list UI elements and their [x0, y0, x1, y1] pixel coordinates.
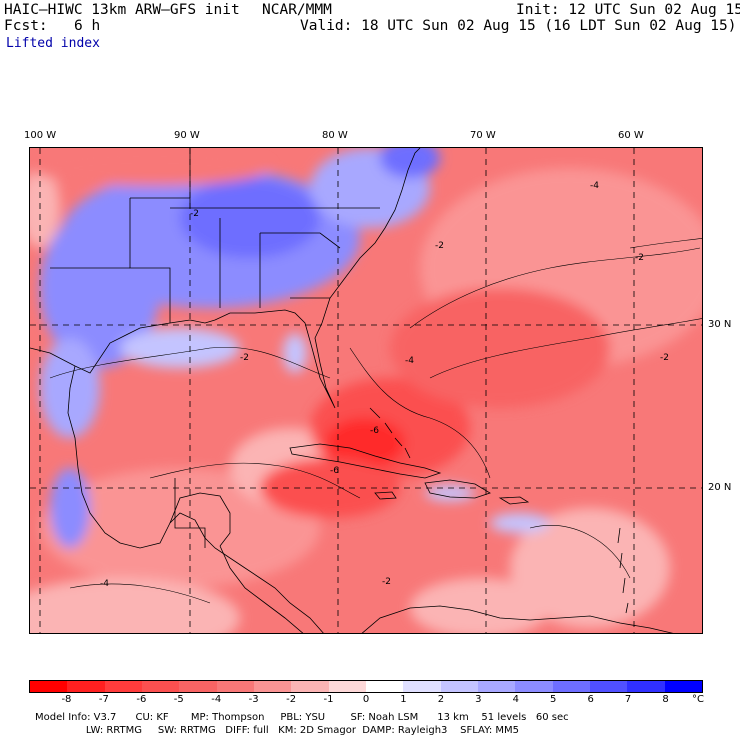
colorbar-swatch: [104, 681, 142, 692]
colorbar-swatch: [30, 681, 68, 692]
colorbar-tick-label: 8: [662, 694, 669, 705]
model-title: HAIC–HIWC 13km ARW–GFS init: [4, 2, 240, 18]
colorbar-tick-label: -1: [323, 694, 334, 705]
colorbar-swatch: [664, 681, 702, 692]
colorbar: [29, 680, 703, 693]
colorbar-swatch: [179, 681, 217, 692]
colorbar-swatch: [403, 681, 441, 692]
colorbar-swatch: [515, 681, 553, 692]
contour-label: -6: [370, 426, 379, 436]
coastlines: [30, 148, 674, 633]
colorbar-swatch: [67, 681, 105, 692]
lon-label-80w: 80 W: [322, 130, 348, 141]
colorbar-swatch: [365, 681, 404, 692]
colorbar-tick-label: -3: [248, 694, 259, 705]
lon-label-100w: 100 W: [24, 130, 57, 141]
lon-label-60w: 60 W: [618, 130, 644, 141]
lat-label-20n: 20 N: [708, 482, 732, 493]
colorbar-tick-label: 1: [400, 694, 407, 705]
colorbar-tick-label: 4: [512, 694, 519, 705]
colorbar-tick-label: 3: [475, 694, 482, 705]
init-time: Init: 12 UTC Sun 02 Aug 15: [516, 2, 740, 18]
colorbar-swatch: [141, 681, 180, 692]
colorbar-swatch: [627, 681, 665, 692]
colorbar-swatch: [589, 681, 628, 692]
contour-labels: -2 -2 -2 -2 -2 -2 -4 -4 -4 -6 -6: [100, 181, 669, 589]
lifted-index-map: -2 -2 -2 -2 -2 -2 -4 -4 -4 -6 -6: [30, 148, 702, 633]
colorbar-tick-label: 7: [624, 694, 632, 705]
forecast-label: Fcst:: [4, 18, 48, 34]
colorbar-tick-label: -7: [98, 694, 109, 705]
lat-label-30n: 30 N: [708, 319, 732, 330]
colorbar-tick-label: 6: [587, 694, 594, 705]
colorbar-tick-label: 0: [362, 694, 370, 705]
colorbar-tick-label: 5: [550, 694, 557, 705]
contour-label: -2: [635, 253, 644, 263]
colorbar-tick-label: -2: [286, 694, 297, 705]
colorbar-swatch: [291, 681, 329, 692]
colorbar-swatch: [253, 681, 292, 692]
colorbar-swatch: [552, 681, 590, 692]
contour-label: -4: [100, 579, 109, 589]
forecast-hour: 6 h: [74, 18, 101, 34]
lon-label-90w: 90 W: [174, 130, 200, 141]
graticule: [30, 148, 702, 633]
model-info-line1: Model Info: V3.7 CU: KF MP: Thompson PBL…: [35, 712, 569, 723]
contours: [49, 237, 702, 604]
field-name: Lifted index: [6, 36, 100, 51]
colorbar-swatch: [477, 681, 516, 692]
lon-label-70w: 70 W: [470, 130, 496, 141]
contour-label: -2: [240, 353, 249, 363]
colorbar-tick-label: -8: [61, 694, 72, 705]
contour-label: -2: [435, 241, 444, 251]
colorbar-tick-label: 2: [437, 694, 445, 705]
map-panel: -2 -2 -2 -2 -2 -2 -4 -4 -4 -6 -6: [29, 147, 703, 634]
contour-label: -6: [330, 466, 339, 476]
colorbar-swatch: [440, 681, 478, 692]
contour-label: -2: [660, 353, 669, 363]
contour-label: -4: [405, 356, 414, 366]
colorbar-tick-label: -6: [136, 694, 147, 705]
colorbar-tick-label: -4: [211, 694, 222, 705]
colorbar-swatch: [216, 681, 254, 692]
org-label: NCAR/MMM: [262, 2, 332, 18]
colorbar-swatch: [328, 681, 366, 692]
contour-label: -2: [382, 577, 391, 587]
colorbar-tick-label: -5: [173, 694, 184, 705]
contour-label: -2: [190, 209, 199, 219]
colorbar-unit: °C: [692, 694, 704, 705]
contour-label: -4: [590, 181, 599, 191]
valid-time: Valid: 18 UTC Sun 02 Aug 15 (16 LDT Sun …: [300, 18, 737, 34]
model-info-line2: LW: RRTMG SW: RRTMG DIFF: full KM: 2D Sm…: [35, 725, 520, 736]
